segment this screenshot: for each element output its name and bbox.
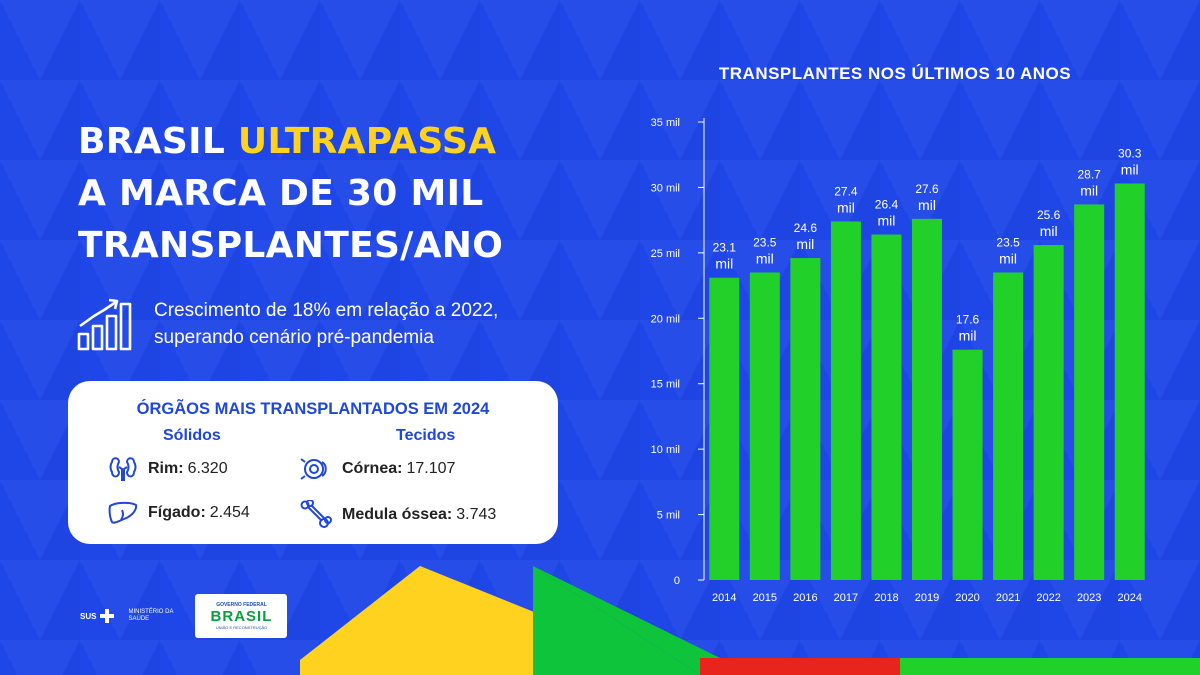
gov-line1: GOVERNO FEDERAL <box>216 602 267 608</box>
bar <box>1033 245 1064 580</box>
bar-chart: 0 5 mil 10 mil 15 mil 20 mil 25 mil 30 mil 35 m… <box>651 117 1145 604</box>
sus-label: SUS <box>80 611 97 621</box>
bar <box>1114 183 1145 580</box>
data-label-value: 23.5 <box>753 235 777 249</box>
organs-title: ÓRGÃOS MAIS TRANSPLANTADOS EM 2024 <box>136 400 490 418</box>
y-tick-label: 20 mil <box>651 313 680 325</box>
data-label-value: 26.4 <box>875 198 899 212</box>
data-label-value: 28.7 <box>1078 167 1102 181</box>
organs-card: ÓRGÃOS MAIS TRANSPLANTADOS EM 2024 Sólid… <box>68 381 558 544</box>
bar <box>790 258 821 580</box>
bone-icon <box>300 500 332 528</box>
x-tick-label: 2022 <box>1036 592 1060 604</box>
bar <box>830 221 861 581</box>
kidney-label: Rim: <box>148 460 184 477</box>
data-label-value: 30.3 <box>1118 147 1142 161</box>
data-label-unit: mil <box>837 199 855 215</box>
bone-marrow-label: Medula óssea: <box>342 506 453 523</box>
data-label-value: 25.6 <box>1037 208 1061 222</box>
solid-header: Sólidos <box>163 427 221 444</box>
x-tick-label: 2021 <box>996 592 1020 604</box>
tissue-header: Tecidos <box>396 427 456 444</box>
bar <box>993 272 1024 580</box>
x-tick-label: 2024 <box>1117 592 1141 604</box>
headline: BRASIL ULTRAPASSA A MARCA DE 30 MIL TRAN… <box>78 116 503 272</box>
bar <box>952 349 983 580</box>
ministry-line1: MINISTÉRIO DA <box>128 609 174 615</box>
y-tick-label: 25 mil <box>651 248 680 260</box>
headline-highlight: ULTRAPASSA <box>237 121 497 162</box>
data-label-value: 23.1 <box>713 241 737 255</box>
bone-marrow-value: 3.743 <box>456 506 497 523</box>
bar <box>749 272 780 580</box>
bar <box>709 277 740 580</box>
data-label-unit: mil <box>918 197 936 213</box>
data-label-unit: mil <box>715 256 733 272</box>
headline-line2: A MARCA DE 30 MIL <box>78 173 484 214</box>
organ-row-cornea: Córnea: 17.107 <box>300 456 455 482</box>
bar <box>1074 204 1105 580</box>
data-label-unit: mil <box>1121 162 1139 178</box>
y-tick-label: 30 mil <box>651 182 680 194</box>
headline-line3: TRANSPLANTES/ANO <box>78 225 504 266</box>
cornea-value: 17.107 <box>406 460 456 477</box>
growth-line2: superando cenário pré-pandemia <box>154 327 434 348</box>
data-label-value: 27.6 <box>915 182 939 196</box>
x-tick-label: 2015 <box>753 592 777 604</box>
chart-title: TRANSPLANTES NOS ÚLTIMOS 10 ANOS <box>718 64 1072 83</box>
headline-part1: BRASIL <box>78 121 238 162</box>
ministry-line2: SAÚDE <box>128 616 150 622</box>
data-label-unit: mil <box>796 236 814 252</box>
data-label-unit: mil <box>1080 182 1098 198</box>
y-tick-label: 0 <box>674 575 680 587</box>
growth-note: Crescimento de 18% em relação a 2022, su… <box>76 296 498 352</box>
organ-row-bone-marrow: Medula óssea: 3.743 <box>300 500 496 530</box>
y-tick-label: 5 mil <box>657 510 680 522</box>
kidney-icon <box>109 457 137 481</box>
x-tick-label: 2023 <box>1077 592 1101 604</box>
data-label-unit: mil <box>959 328 977 344</box>
data-label-value: 17.6 <box>956 313 980 327</box>
x-tick-label: 2019 <box>915 592 939 604</box>
kidney-value: 6.320 <box>187 460 228 477</box>
data-label-unit: mil <box>1040 223 1058 239</box>
data-label-unit: mil <box>999 250 1017 266</box>
liver-label: Fígado: <box>148 504 206 521</box>
bar <box>871 234 902 580</box>
bar <box>911 218 943 580</box>
x-tick-label: 2016 <box>793 592 817 604</box>
organ-row-liver: Fígado: 2.454 <box>108 500 250 526</box>
footer-logos: SUS MINISTÉRIO DA SAÚDE GOVERNO FEDERAL … <box>80 594 288 638</box>
growth-bars-icon <box>77 298 132 351</box>
liver-icon <box>108 501 138 524</box>
data-label-value: 23.5 <box>996 235 1020 249</box>
gov-line3: UNIÃO E RECONSTRUÇÃO <box>215 625 268 630</box>
growth-line1: Crescimento de 18% em relação a 2022, <box>154 300 499 321</box>
gov-logo: GOVERNO FEDERAL BRASIL UNIÃO E RECONSTRU… <box>195 594 288 638</box>
gov-line2: BRASIL <box>210 608 273 625</box>
liver-value: 2.454 <box>209 504 250 521</box>
data-label-unit: mil <box>756 250 774 266</box>
organ-row-kidney: Rim: 6.320 <box>108 456 228 482</box>
x-tick-label: 2014 <box>712 592 736 604</box>
y-tick-label: 15 mil <box>651 379 680 391</box>
cornea-label: Córnea: <box>342 460 403 477</box>
x-tick-label: 2020 <box>955 592 979 604</box>
eye-icon <box>300 458 327 480</box>
data-label-value: 27.4 <box>834 184 858 198</box>
y-tick-label: 10 mil <box>651 444 680 456</box>
plus-icon <box>100 609 115 623</box>
x-tick-label: 2017 <box>834 592 858 604</box>
x-tick-label: 2018 <box>874 592 898 604</box>
sus-logo: SUS MINISTÉRIO DA SAÚDE <box>80 609 173 623</box>
data-label-unit: mil <box>878 213 896 229</box>
y-tick-label: 35 mil <box>651 117 680 129</box>
data-label-value: 24.6 <box>794 221 818 235</box>
